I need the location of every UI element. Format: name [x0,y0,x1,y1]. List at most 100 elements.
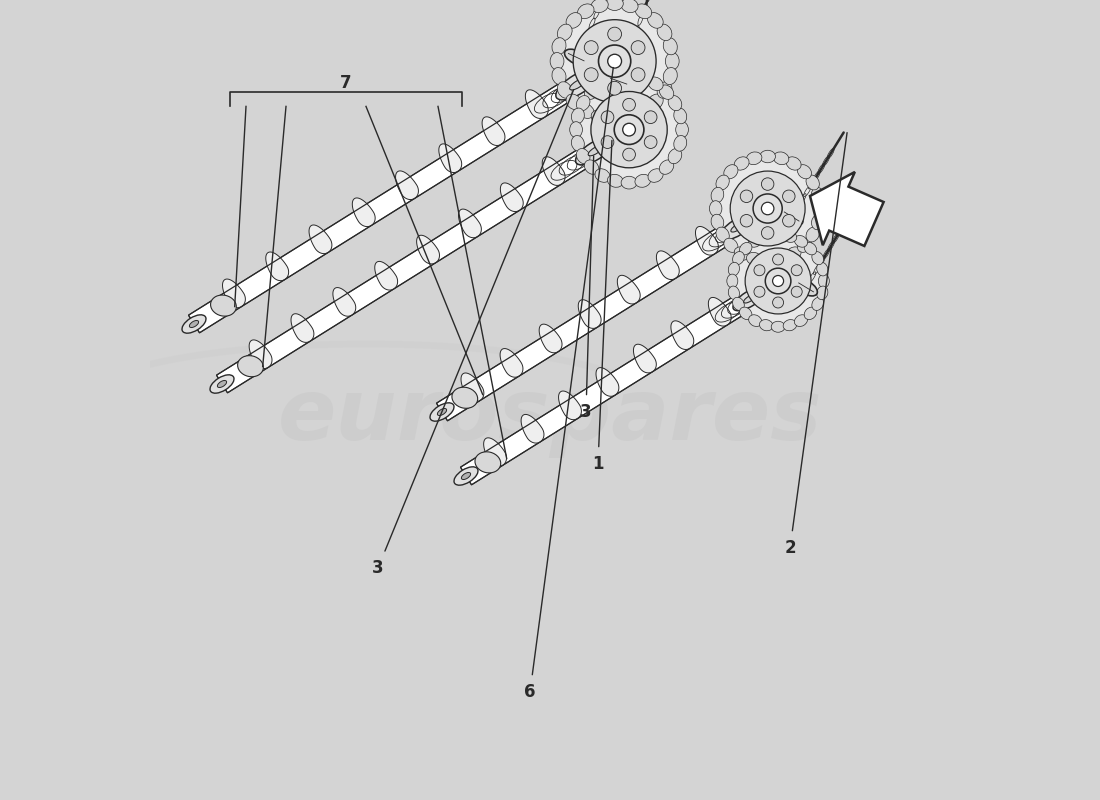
Polygon shape [708,298,732,326]
Circle shape [607,54,621,68]
Circle shape [584,68,598,82]
Ellipse shape [710,201,722,216]
Ellipse shape [812,298,824,310]
Ellipse shape [739,307,752,319]
Ellipse shape [771,322,785,332]
Ellipse shape [727,274,738,288]
Circle shape [740,214,752,227]
Circle shape [607,27,621,41]
Ellipse shape [663,38,678,54]
Polygon shape [222,279,245,308]
Ellipse shape [606,112,624,126]
Ellipse shape [571,108,584,124]
Ellipse shape [648,169,663,182]
Circle shape [607,82,621,95]
Ellipse shape [578,4,594,18]
Ellipse shape [576,95,590,110]
Ellipse shape [584,160,598,174]
Ellipse shape [804,242,816,255]
Polygon shape [188,52,620,333]
Text: 3: 3 [372,90,574,577]
Polygon shape [484,438,506,466]
Ellipse shape [657,24,672,41]
Polygon shape [500,183,524,211]
Ellipse shape [711,187,724,202]
Ellipse shape [558,82,572,98]
Ellipse shape [635,4,651,18]
Ellipse shape [734,157,749,170]
Ellipse shape [739,242,752,255]
Ellipse shape [675,122,689,138]
Ellipse shape [749,314,761,326]
Ellipse shape [552,38,567,54]
Ellipse shape [575,137,615,165]
Ellipse shape [564,50,589,65]
Circle shape [598,45,630,78]
Polygon shape [437,200,773,421]
Circle shape [601,136,614,149]
Polygon shape [396,171,418,199]
Ellipse shape [635,72,650,85]
Polygon shape [333,287,355,316]
Circle shape [772,254,783,265]
Ellipse shape [716,227,729,242]
Ellipse shape [674,135,686,151]
Ellipse shape [576,149,590,164]
Ellipse shape [812,251,824,265]
Ellipse shape [724,238,738,252]
Circle shape [557,3,672,118]
Ellipse shape [724,165,738,179]
Circle shape [772,275,783,286]
Polygon shape [292,314,313,342]
Text: 2: 2 [784,133,847,557]
Ellipse shape [566,94,582,110]
Ellipse shape [438,409,447,415]
Ellipse shape [607,174,624,187]
Ellipse shape [786,247,801,260]
Ellipse shape [719,215,755,240]
Ellipse shape [806,175,820,190]
Text: 7: 7 [340,74,352,92]
Polygon shape [352,198,375,226]
Ellipse shape [668,149,682,164]
Polygon shape [521,414,544,443]
Ellipse shape [728,286,739,300]
Ellipse shape [806,227,820,242]
Ellipse shape [621,176,637,189]
Ellipse shape [733,287,767,310]
Polygon shape [417,235,440,264]
Ellipse shape [795,279,817,296]
Polygon shape [657,251,680,279]
Circle shape [573,20,656,102]
Polygon shape [526,90,548,118]
Ellipse shape [570,79,585,90]
Circle shape [754,286,764,298]
Circle shape [761,178,774,190]
Polygon shape [671,321,694,350]
Ellipse shape [210,295,236,316]
Polygon shape [217,121,635,393]
Ellipse shape [570,122,582,138]
Circle shape [740,190,752,202]
Circle shape [761,202,774,214]
Ellipse shape [812,214,824,230]
Circle shape [645,111,657,123]
Ellipse shape [818,274,829,288]
Ellipse shape [780,208,803,225]
Polygon shape [810,172,883,246]
Circle shape [576,77,682,182]
Circle shape [745,248,811,314]
Ellipse shape [578,104,594,118]
Ellipse shape [591,0,608,13]
Polygon shape [439,144,462,173]
Ellipse shape [210,375,234,393]
Ellipse shape [812,187,824,202]
Ellipse shape [760,254,775,266]
Ellipse shape [556,69,598,100]
Circle shape [754,265,764,276]
Ellipse shape [760,150,775,162]
Circle shape [631,68,645,82]
Polygon shape [617,275,640,304]
Ellipse shape [552,67,567,85]
Ellipse shape [182,315,206,333]
